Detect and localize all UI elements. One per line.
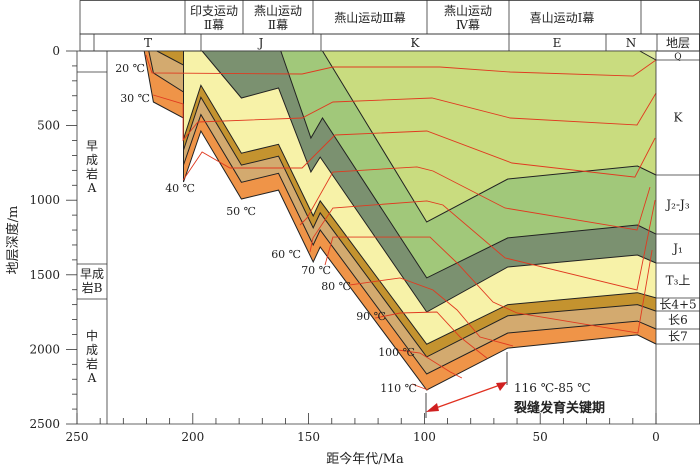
y-tick-label: 2000 [29,342,60,356]
strat-label: 长4+5 [659,298,696,312]
x-axis-label: 距今年代/Ma [326,451,404,467]
critical-period-label: 裂缝发育关键期 [513,400,605,416]
event-yanshan-iv-phase: Ⅳ幕 [456,18,480,32]
x-tick-label: 250 [66,430,89,444]
critical-period-annotation: 116 ℃-85 ℃ 裂缝发育关键期 [425,352,605,418]
isotherm-label: 50 ℃ [226,205,256,218]
x-tick-label: 0 [652,430,660,444]
period-n: N [626,36,637,50]
strata-boundaries [143,50,657,391]
isotherm-label: 90 ℃ [356,310,386,323]
isotherm-line-110- [411,383,429,391]
isotherm-label: 110 ℃ [380,382,417,395]
y-tick-label: 1500 [29,268,60,282]
layer-3-area [183,51,656,345]
event-indosinian-ii-phase: Ⅱ幕 [204,18,224,32]
event-yanshan-iii: 燕山运动Ⅲ幕 [334,11,406,25]
boundary-line-b3 [183,51,657,345]
isotherm-label: 30 ℃ [120,92,150,105]
strat-label: Q [674,53,681,63]
strat-label: J₂-J₃ [664,198,689,212]
isotherm-line-30- [153,92,657,142]
event-himalayan-i: 喜山运动Ⅰ幕 [530,11,595,25]
isotherm-label: 80 ℃ [321,280,351,293]
lithology-column: 早成岩 A 早成岩B 中成岩 A [77,71,107,385]
period-t: T [144,36,152,50]
event-indosinian-ii: 印支运动 [190,4,238,18]
layer-4-area [183,51,656,312]
layer-5-area [280,51,656,278]
isotherm-line-80- [350,277,514,347]
lithology-zone-label: 早成岩B [80,267,104,295]
boundary-line-b6 [322,50,657,223]
period-k: K [411,36,421,50]
x-tick-label: 150 [297,430,320,444]
strata-layers [144,51,657,390]
lithology-zone-label: 中成岩 A [86,328,98,385]
boundary-line-b5 [280,50,657,279]
y-tick-label: 1000 [29,193,60,207]
y-axis-label: 地层深度/m [5,206,21,275]
strat-label: 长6 [668,313,688,327]
x-tick-label: 100 [413,430,436,444]
isotherm-line-60- [309,200,656,291]
tectonic-event-header: 印支运动 Ⅱ幕 燕山运动 Ⅱ幕 燕山运动Ⅲ幕 燕山运动 Ⅳ幕 喜山运动Ⅰ幕 [79,0,700,35]
period-e: E [553,36,562,50]
strat-header: 地层 [666,36,690,50]
isotherm-label: 100 ℃ [378,346,415,359]
period-header: T J K E N 地层 [79,33,700,52]
isotherm-label: 40 ℃ [165,182,195,195]
event-yanshan-iv: 燕山运动 [444,4,492,18]
event-yanshan-ii-phase: Ⅱ幕 [268,18,288,32]
y-tick-label: 0 [52,44,60,58]
isotherm-label: 60 ℃ [271,248,301,261]
strat-label: K [674,111,684,125]
event-yanshan-ii: 燕山运动 [254,4,302,18]
isotherms [145,54,657,391]
isotherm-line-100- [397,349,463,379]
boundary-line-b4 [183,50,657,313]
isotherm-line-70- [324,236,653,334]
y-tick-label: 500 [37,119,60,133]
lithology-zone-label: 早成岩 A [86,139,98,195]
x-tick-label: 200 [181,430,204,444]
isotherm-line-40- [182,130,656,181]
y-tick-label: 2500 [29,417,60,431]
critical-period-range: 116 ℃-85 ℃ [514,381,591,395]
strat-label: J₁ [671,242,683,256]
isotherm-labels: 20 ℃ 30 ℃ 40 ℃ 50 ℃ 60 ℃70 ℃ 80 ℃ 90 ℃ 100 ℃ 110… [115,62,417,395]
isotherm-line-90- [375,311,488,359]
isotherm-line-20- [145,54,657,77]
arrowhead-left-icon [426,403,439,412]
strat-label: 长7 [668,330,688,344]
isotherm-label: 20 ℃ [115,62,145,75]
strat-label: T₃上 [666,274,691,288]
layer-6-area [322,51,656,222]
critical-period-arrow [432,384,501,410]
period-j: J [257,36,264,50]
isotherm-label: 70 ℃ [301,264,331,277]
isotherm-line-50- [299,166,651,231]
arrowhead-right-icon [496,382,507,391]
x-tick-label: 50 [533,430,548,444]
boundary-line-b7 [639,50,657,61]
